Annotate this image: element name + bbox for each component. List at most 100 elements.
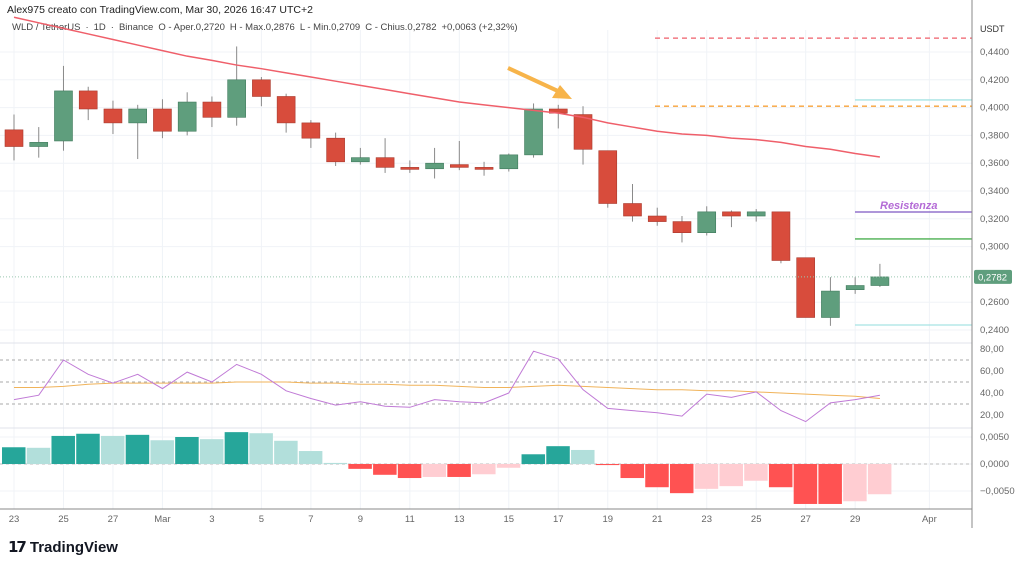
- logo-text: TradingView: [29, 538, 118, 556]
- candle-body: [301, 122, 321, 139]
- macd-bar: [224, 432, 249, 464]
- resistance-label: Resistenza: [880, 200, 937, 212]
- macd-bar: [249, 433, 273, 464]
- candle: [524, 103, 543, 158]
- macd-bar: [125, 434, 150, 464]
- date-tick-label: 11: [405, 514, 415, 525]
- candle: [375, 138, 395, 173]
- macd-bar: [744, 464, 768, 481]
- candle-body: [78, 90, 98, 110]
- candle: [252, 77, 271, 107]
- open-value: O - Aper.0,2720: [158, 22, 225, 33]
- macd-bar: [422, 464, 447, 477]
- symbol-name[interactable]: WLD / TetherUS: [12, 22, 81, 33]
- candle: [54, 65, 73, 151]
- candle-body: [227, 79, 246, 118]
- low-value: L - Min.0,2709: [299, 22, 361, 33]
- macd-bar: [175, 437, 199, 464]
- macd-bar: [274, 440, 298, 464]
- candle: [4, 114, 24, 161]
- candle: [870, 263, 890, 288]
- candle-body: [4, 129, 24, 147]
- candle: [697, 206, 717, 236]
- macd-bar: [521, 454, 546, 464]
- candle-body: [697, 211, 717, 234]
- date-tick-label: 15: [504, 514, 515, 525]
- candle-body: [870, 276, 890, 286]
- candle-body: [400, 167, 420, 170]
- macd-tick-label: 0,0050: [980, 432, 1009, 443]
- macd-bar: [818, 464, 842, 504]
- candle-body: [54, 90, 73, 142]
- macd-bar: [323, 462, 348, 464]
- candle: [153, 99, 172, 139]
- candle-body: [474, 167, 494, 170]
- price-tick-label: 0,4200: [980, 75, 1009, 86]
- candle-body: [722, 211, 741, 217]
- horizontal-levels[interactable]: [655, 37, 972, 326]
- date-tick-label: 17: [553, 514, 564, 525]
- price-tick-label: 0,4400: [980, 47, 1009, 58]
- tradingview-logo[interactable]: 𝟭𝟳 TradingView: [8, 538, 118, 557]
- candle-body: [821, 290, 840, 318]
- date-tick-label: 23: [701, 514, 712, 525]
- arrow-annotation-icon[interactable]: [507, 66, 572, 99]
- candle: [623, 184, 642, 222]
- last-price-label: 0,2782: [978, 272, 1007, 283]
- macd-bar: [620, 464, 644, 479]
- moving-average-line: [13, 16, 881, 158]
- date-tick-label: 3: [209, 514, 214, 525]
- macd-bar: [26, 447, 51, 464]
- candle: [103, 100, 123, 135]
- date-tick-label: 23: [9, 514, 20, 525]
- candle: [796, 257, 815, 318]
- candle: [78, 86, 98, 121]
- macd-bar: [2, 447, 26, 464]
- date-tick-label: 29: [850, 514, 861, 525]
- candle: [177, 92, 197, 136]
- axes: 23 25 27 Mar 3 5 7 9 11 13 15 17 19 21 23 25 27 29 Apr 0,44…: [0, 0, 1015, 528]
- date-tick-label: 25: [751, 514, 762, 525]
- candle: [276, 93, 296, 133]
- macd-histogram: [0, 432, 972, 504]
- date-tick-label: 13: [454, 514, 465, 525]
- price-tick-label: 0,3000: [980, 242, 1009, 253]
- macd-bar: [595, 464, 620, 466]
- macd-bar: [348, 464, 372, 469]
- candle-body: [623, 203, 642, 217]
- candle: [400, 160, 420, 173]
- macd-bar: [397, 464, 422, 479]
- close-value: C - Chius.0,2782: [365, 22, 437, 33]
- date-tick-label: Apr: [922, 514, 937, 525]
- rsi-tick-label: 80,00: [980, 344, 1004, 355]
- candle: [227, 46, 246, 126]
- macd-bar: [100, 435, 125, 464]
- candle-body: [796, 257, 815, 318]
- candle: [672, 216, 692, 243]
- candle: [771, 211, 791, 264]
- candle-body: [573, 114, 593, 150]
- macd-bar: [645, 464, 669, 488]
- interval[interactable]: 1D: [93, 22, 106, 33]
- price-tick-label: 0,2400: [980, 325, 1009, 336]
- price-tick-label: 0,3400: [980, 186, 1009, 197]
- price-tick-label: 0,2600: [980, 297, 1009, 308]
- date-tick-label: 21: [652, 514, 663, 525]
- candle: [548, 104, 568, 129]
- candle-body: [499, 154, 519, 170]
- date-tick-label: 27: [800, 514, 811, 525]
- macd-bar: [298, 451, 323, 464]
- candles: [4, 16, 890, 326]
- rsi-pane: [0, 350, 972, 423]
- candle: [598, 150, 618, 208]
- candle-body: [351, 157, 370, 163]
- price-tick-label: 0,3600: [980, 158, 1009, 169]
- macd-bar: [472, 464, 496, 475]
- date-tick-label: 25: [58, 514, 69, 525]
- candle: [301, 120, 321, 148]
- price-tick-label: 0,3200: [980, 214, 1009, 225]
- candle-body: [524, 108, 543, 156]
- rsi-ma-line: [14, 381, 880, 399]
- tradingview-logo-icon: 𝟭𝟳: [8, 539, 27, 556]
